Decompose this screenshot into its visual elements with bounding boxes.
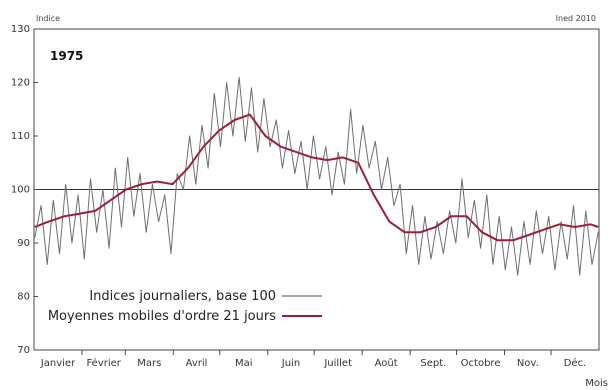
x-tick-label: Juillet xyxy=(323,358,352,369)
series-layer xyxy=(34,76,599,276)
x-tick-label: Août xyxy=(375,357,398,369)
y-tick-label: 90 xyxy=(17,238,30,249)
x-tick-labels: Janvier Février Mars Avril Mai Juin Juillet Aoû… xyxy=(40,350,586,369)
legend: Indices journaliers, base 100 Moyennes m… xyxy=(48,289,322,324)
y-tick-label: 130 xyxy=(11,24,30,35)
y-tick-label: 100 xyxy=(11,185,30,196)
chart-title: 1975 xyxy=(50,49,83,63)
x-tick-label: Octobre xyxy=(461,358,501,369)
series-line-moving-average xyxy=(34,113,599,242)
x-tick-label: Avril xyxy=(186,358,208,369)
x-tick-label: Mars xyxy=(137,358,161,369)
legend-label-daily: Indices journaliers, base 100 xyxy=(89,289,276,304)
x-axis-label: Mois xyxy=(585,378,608,389)
x-tick-label: Déc. xyxy=(564,357,587,369)
source-note: Ined 2010 xyxy=(556,14,596,23)
y-tick-label: 80 xyxy=(17,292,30,303)
x-tick-label: Sept. xyxy=(420,358,446,369)
legend-label-moving-average: Moyennes mobiles d'ordre 21 jours xyxy=(48,309,276,324)
x-tick-label: Juin xyxy=(281,358,300,369)
y-tick-label: 70 xyxy=(17,345,30,356)
x-tick-label: Nov. xyxy=(517,358,539,369)
y-tick-label: 120 xyxy=(11,78,30,89)
x-tick-label: Janvier xyxy=(40,358,76,369)
y-tick-label: 110 xyxy=(11,131,30,142)
y-tick-labels: 70 80 90 100 110 120 130 xyxy=(11,24,38,356)
y-axis-label: Indice xyxy=(36,14,60,23)
x-tick-label: Février xyxy=(86,357,121,369)
x-tick-label: Mai xyxy=(235,358,253,369)
